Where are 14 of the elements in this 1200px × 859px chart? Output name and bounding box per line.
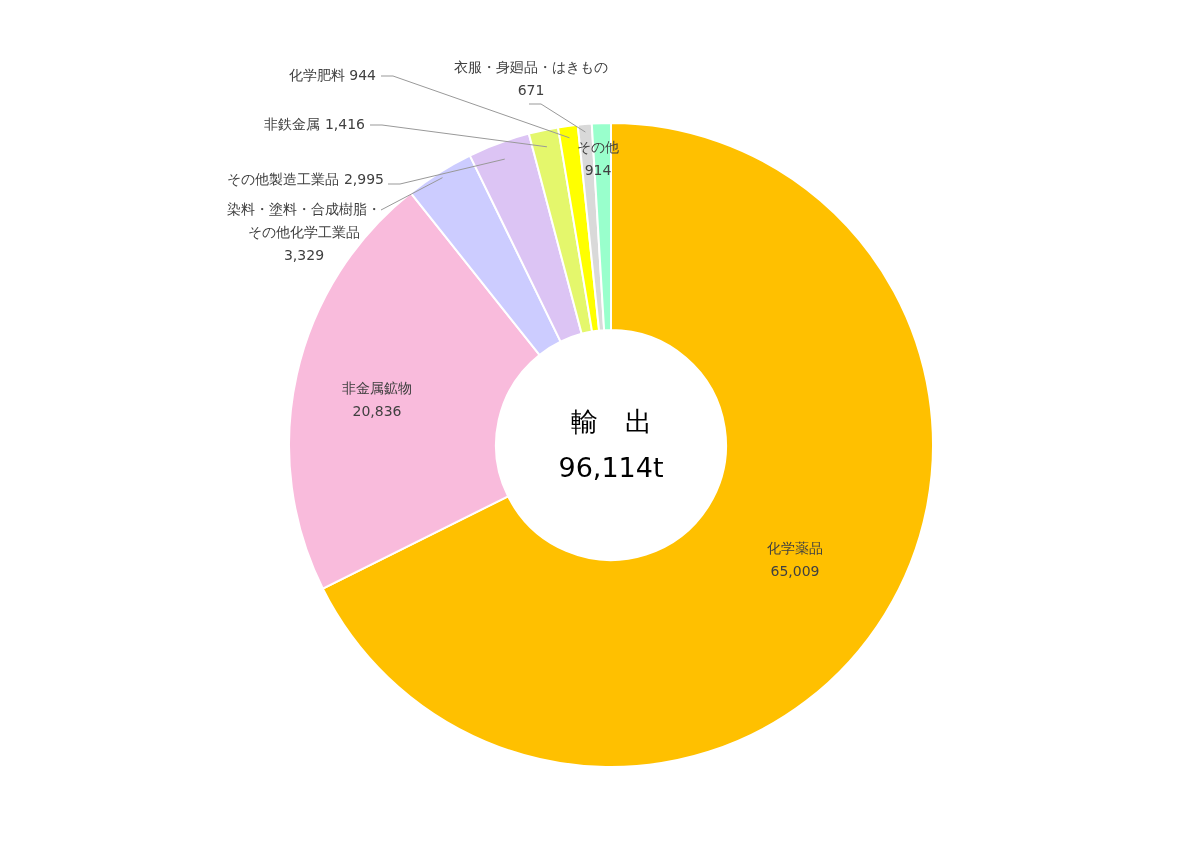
data-label: 65,009 (770, 563, 820, 579)
data-label: 3,329 (283, 247, 325, 263)
data-label: 914 (584, 162, 612, 178)
slice-label: 衣服・身廻品・はきもの (454, 59, 608, 75)
text: 輸 出 (570, 405, 652, 437)
slice-label: 化学薬品 (767, 540, 823, 556)
slice-label: 化学肥料 944 (288, 67, 377, 83)
slice-label: その他製造工業品 2,995 (227, 171, 384, 187)
slice-label: 染料・塗料・合成樹脂・その他化学工業品 (227, 201, 381, 240)
slice-label: 非鉄金属 1,416 (264, 116, 366, 132)
slice-label: 非金属鉱物 (342, 380, 412, 396)
text: 96,114t (558, 451, 664, 483)
data-label: 671 (517, 82, 545, 98)
data-label: 20,836 (352, 403, 402, 419)
